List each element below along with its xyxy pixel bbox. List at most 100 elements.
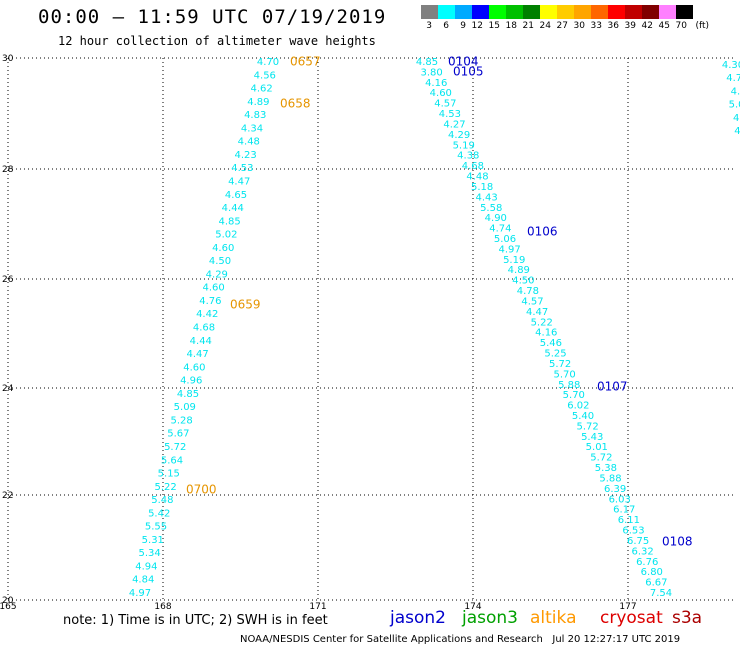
wave-height-value: 4.29 xyxy=(448,130,470,141)
pass-time-label: 0106 xyxy=(527,225,558,239)
wave-height-value: 5.34 xyxy=(138,548,160,559)
scale-swatch xyxy=(421,5,438,19)
wave-height-value: 5.42 xyxy=(148,508,170,519)
wave-height-value: 4.85 xyxy=(416,57,438,68)
wave-height-value: 6.53 xyxy=(622,526,644,537)
wave-height-value: 4.53 xyxy=(439,109,461,120)
scale-label: 70 xyxy=(675,21,687,31)
scale-label: 30 xyxy=(573,21,585,31)
wave-height-value: 4.34 xyxy=(241,123,263,134)
page-title: 00:00 — 11:59 UTC 07/19/2019 xyxy=(38,6,387,28)
scale-label: 3 xyxy=(426,21,432,31)
pass-time-label: 0658 xyxy=(280,97,311,111)
lon-tick-label: 171 xyxy=(309,602,326,612)
wave-height-value: 4.47 xyxy=(186,349,208,360)
wave-height-value: 5.15 xyxy=(158,469,180,480)
wave-height-value: 4.60 xyxy=(202,283,224,294)
wave-height-value: 5.46 xyxy=(540,338,562,349)
color-scale-bar xyxy=(421,5,693,19)
wave-height-value: 5.22 xyxy=(154,482,176,493)
wave-height-value: 5.18 xyxy=(471,182,493,193)
scale-label: 42 xyxy=(641,21,653,31)
pass-time-label: 0104 xyxy=(448,55,479,69)
scale-label: 6 xyxy=(443,21,449,31)
wave-height-value: 5.58 xyxy=(480,203,502,214)
scale-label: 27 xyxy=(556,21,568,31)
wave-height-value: 5.40 xyxy=(572,411,594,422)
scale-swatch xyxy=(438,5,455,19)
wave-height-value: 4.68 xyxy=(462,161,484,172)
wave-height-value: 4.53 xyxy=(231,163,253,174)
scale-label: 24 xyxy=(539,21,551,31)
scale-label: 39 xyxy=(624,21,636,31)
lat-tick-label: 28 xyxy=(2,165,14,175)
wave-height-value: 4.42 xyxy=(196,309,218,320)
wave-height-value: 5.72 xyxy=(576,421,598,432)
satellite-name-cryosat: cryosat xyxy=(600,608,663,628)
wave-height-value: 6.67 xyxy=(645,578,667,589)
satellite-name-s3a: s3a xyxy=(672,608,703,628)
wave-height-value: 4.74 xyxy=(489,224,511,235)
wave-height-value: 5.02 xyxy=(215,230,237,241)
wave-height-value: 4.43 xyxy=(475,192,497,203)
wave-height-value: 6.32 xyxy=(631,546,653,557)
lon-tick-label: 177 xyxy=(619,602,636,612)
wave-height-value: 4.23 xyxy=(234,150,256,161)
wave-height-value: 5.72 xyxy=(164,442,186,453)
wave-height-value: 4.68 xyxy=(193,323,215,334)
page-subtitle: 12 hour collection of altimeter wave hei… xyxy=(58,34,376,48)
wave-height-value: 4.44 xyxy=(190,336,212,347)
wave-height-value: 4.60 xyxy=(212,243,234,254)
wave-height-value: 4.50 xyxy=(209,256,231,267)
scale-label: 18 xyxy=(505,21,517,31)
wave-height-value: 4.38 xyxy=(457,151,479,162)
wave-height-value: 5.19 xyxy=(453,140,475,151)
wave-height-value: 4.16 xyxy=(425,78,447,89)
wave-height-value: 4.48 xyxy=(466,172,488,183)
wave-height-value: 6.11 xyxy=(618,515,640,526)
scale-label: 45 xyxy=(658,21,670,31)
scale-swatch xyxy=(455,5,472,19)
scale-label: 21 xyxy=(522,21,534,31)
wave-height-value: 5.70 xyxy=(563,390,585,401)
scale-label: 36 xyxy=(607,21,619,31)
wave-height-value: 4.30 xyxy=(722,60,740,71)
wave-height-value: 4. xyxy=(734,126,740,137)
units-note: note: 1) Time is in UTC; 2) SWH is in fe… xyxy=(63,613,328,628)
satellite-name-jason3: jason3 xyxy=(462,608,518,628)
wave-height-value: 6.17 xyxy=(613,505,635,516)
wave-height-value: 5.06 xyxy=(494,234,516,245)
wave-height-value: 3.80 xyxy=(420,67,442,78)
scale-swatch xyxy=(523,5,540,19)
pass-time-label: 0700 xyxy=(186,483,217,497)
lat-tick-label: 20 xyxy=(2,596,14,606)
wave-height-value: 5.22 xyxy=(531,317,553,328)
wave-height-value: 4.62 xyxy=(250,84,272,95)
scale-swatch xyxy=(489,5,506,19)
wave-height-value: 5.64 xyxy=(161,455,183,466)
wave-height-value: 6.39 xyxy=(604,484,626,495)
scale-label: 9 xyxy=(460,21,466,31)
pass-time-label: 0108 xyxy=(662,535,693,549)
wave-height-value: 6.76 xyxy=(636,557,658,568)
wave-height-value: 4.57 xyxy=(521,297,543,308)
wave-height-value: 6.02 xyxy=(567,401,589,412)
scale-swatch xyxy=(540,5,557,19)
scale-swatch xyxy=(608,5,625,19)
wave-height-value: 4.60 xyxy=(183,362,205,373)
wave-height-value: 5.01 xyxy=(586,442,608,453)
wave-height-value: 5.38 xyxy=(595,463,617,474)
scale-swatch xyxy=(676,5,693,19)
scale-label: 33 xyxy=(590,21,602,31)
lon-tick-label: 174 xyxy=(464,602,481,612)
wave-height-value: 5.88 xyxy=(558,380,580,391)
wave-height-value: 4.70 xyxy=(257,57,279,68)
wave-height-value: 5.25 xyxy=(544,349,566,360)
credit-line: NOAA/NESDIS Center for Satellite Applica… xyxy=(240,634,681,645)
lon-tick-label: 168 xyxy=(154,602,171,612)
scale-swatch xyxy=(642,5,659,19)
wave-height-value: 5.48 xyxy=(151,495,173,506)
